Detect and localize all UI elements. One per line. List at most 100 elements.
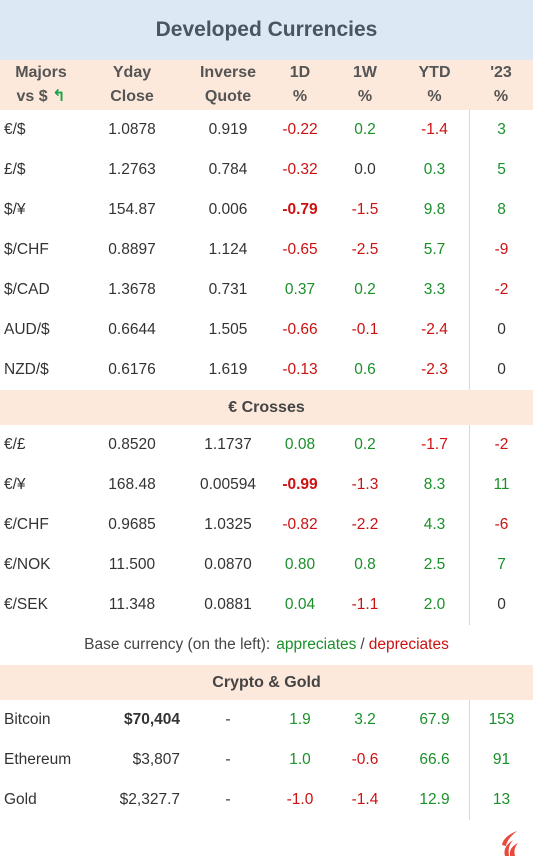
change-1w-cell: 3.2 — [354, 711, 376, 728]
change-2023-cell: -9 — [469, 230, 533, 270]
change-ytd-cell: 3.3 — [423, 281, 446, 298]
crosses-section-header: € Crosses — [0, 390, 533, 425]
header-2023: '23 % — [469, 60, 533, 110]
close-cell: 0.6644 — [108, 321, 156, 338]
change-ytd-cell: 2.5 — [423, 556, 446, 573]
change-2023-cell: 0 — [469, 350, 533, 390]
legend-appreciates: appreciates — [276, 636, 357, 653]
inverse-cell: - — [225, 711, 231, 728]
change-2023-cell: 5 — [469, 150, 533, 190]
table-row: NZD/$ 0.6176 1.619 -0.13 0.6 -2.3 0 — [0, 350, 533, 390]
pair-cell: $/¥ — [4, 201, 26, 218]
change-2023-cell: 11 — [469, 465, 533, 505]
change-1w-cell: 0.0 — [354, 161, 376, 178]
pair-cell: £/$ — [4, 161, 26, 178]
header-yday-line1: Yday — [112, 64, 152, 81]
crosses-table-body: €/£ 0.8520 1.1737 0.08 0.2 -1.7 -2 €/¥ 168.48 0.0… — [0, 425, 533, 625]
change-ytd-cell: 8.3 — [423, 476, 446, 493]
change-ytd-cell: -1.7 — [421, 436, 448, 453]
change-1w-cell: -2.5 — [351, 241, 379, 258]
table-row: £/$ 1.2763 0.784 -0.32 0.0 0.3 5 — [0, 150, 533, 190]
header-majors-line1: Majors — [15, 64, 67, 81]
close-cell: 0.9685 — [108, 516, 156, 533]
change-ytd-cell: 0.3 — [423, 161, 446, 178]
change-1w-cell: 0.2 — [354, 121, 376, 138]
change-2023-cell: 3 — [469, 110, 533, 150]
header-majors-line2-wrap: vs $ ↰ — [17, 85, 66, 109]
change-1d-cell: -0.82 — [282, 516, 318, 533]
change-1w-cell: 0.2 — [354, 281, 376, 298]
change-2023-cell: -6 — [469, 505, 533, 545]
close-cell: 1.3678 — [108, 281, 156, 298]
inverse-cell: 0.006 — [208, 201, 248, 218]
change-1w-cell: -1.3 — [351, 476, 379, 493]
color-legend: Base currency (on the left): appreciates… — [0, 625, 533, 665]
table-row: Ethereum $3,807 - 1.0 -0.6 66.6 91 — [0, 740, 533, 780]
change-2023-cell: 0 — [469, 310, 533, 350]
close-cell: 168.48 — [108, 476, 156, 493]
header-1d-line1: 1D — [289, 64, 311, 81]
pair-cell: €/SEK — [4, 596, 48, 613]
change-ytd-cell: -2.4 — [421, 321, 448, 338]
inverse-cell: 0.731 — [208, 281, 248, 298]
pair-cell: €/CHF — [4, 516, 49, 533]
change-1w-cell: 0.8 — [354, 556, 376, 573]
pair-cell: Ethereum — [4, 751, 72, 768]
header-majors: Majors vs $ ↰ — [0, 60, 78, 110]
close-cell: 11.348 — [108, 596, 156, 613]
table-row: Gold $2,327.7 - -1.0 -1.4 12.9 13 — [0, 780, 533, 820]
header-1w: 1W % — [330, 60, 400, 110]
close-cell: 0.6176 — [108, 361, 156, 378]
crypto-table-body: Bitcoin $70,404 - 1.9 3.2 67.9 153 Ethereum $3,8… — [0, 700, 533, 820]
table-row: €/NOK 11.500 0.0870 0.80 0.8 2.5 7 — [0, 545, 533, 585]
inverse-cell: 0.00594 — [199, 476, 257, 493]
change-1d-cell: -0.65 — [282, 241, 318, 258]
change-ytd-cell: 67.9 — [419, 711, 450, 728]
column-header-row: Majors vs $ ↰ Yday Close Inverse Quote 1… — [0, 60, 533, 110]
header-yday-line2: Close — [110, 88, 154, 105]
header-1w-line1: 1W — [353, 64, 377, 81]
inverse-cell: 0.0870 — [204, 556, 252, 573]
table-row: AUD/$ 0.6644 1.505 -0.66 -0.1 -2.4 0 — [0, 310, 533, 350]
change-ytd-cell: 9.8 — [423, 201, 446, 218]
pair-cell: NZD/$ — [4, 361, 49, 378]
table-row: Bitcoin $70,404 - 1.9 3.2 67.9 153 — [0, 700, 533, 740]
close-cell: 0.8897 — [108, 241, 156, 258]
header-yday-close: Yday Close — [78, 60, 186, 110]
change-1d-cell: 0.37 — [284, 281, 316, 298]
flame-logo-icon — [502, 831, 518, 856]
change-ytd-cell: 5.7 — [423, 241, 446, 258]
inverse-cell: 0.784 — [208, 161, 248, 178]
change-2023-cell: 91 — [469, 740, 533, 780]
header-ytd-pct: % — [427, 88, 442, 105]
header-ytd: YTD % — [400, 60, 469, 110]
close-cell: 0.8520 — [108, 436, 156, 453]
change-ytd-cell: 66.6 — [419, 751, 450, 768]
header-inverse-quote: Inverse Quote — [186, 60, 270, 110]
table-row: €/¥ 168.48 0.00594 -0.99 -1.3 8.3 11 — [0, 465, 533, 505]
inverse-cell: 1.619 — [208, 361, 248, 378]
legend-prefix: Base currency (on the left): — [84, 636, 271, 653]
change-ytd-cell: 4.3 — [423, 516, 446, 533]
change-1w-cell: -0.1 — [351, 321, 379, 338]
inverse-cell: - — [225, 791, 231, 808]
change-1w-cell: 0.2 — [354, 436, 376, 453]
majors-table-body: €/$ 1.0878 0.919 -0.22 0.2 -1.4 3 £/$ 1.2763 0.78… — [0, 110, 533, 390]
legend-depreciates: depreciates — [368, 636, 449, 653]
page-title: Developed Currencies — [0, 0, 533, 60]
pair-cell: $/CHF — [4, 241, 49, 258]
inverse-cell: 1.505 — [208, 321, 248, 338]
header-inverse-line1: Inverse — [199, 64, 257, 81]
pair-cell: Bitcoin — [4, 711, 51, 728]
change-1d-cell: -0.99 — [282, 476, 318, 493]
pair-cell: €/NOK — [4, 556, 51, 573]
header-1d: 1D % — [270, 60, 330, 110]
table-row: €/SEK 11.348 0.0881 0.04 -1.1 2.0 0 — [0, 585, 533, 625]
change-ytd-cell: 2.0 — [423, 596, 446, 613]
header-majors-line2: vs $ — [16, 88, 48, 105]
change-1d-cell: 1.0 — [289, 751, 311, 768]
change-2023-cell: 0 — [469, 585, 533, 625]
change-1w-cell: 0.6 — [354, 361, 376, 378]
change-1d-cell: 1.9 — [289, 711, 311, 728]
